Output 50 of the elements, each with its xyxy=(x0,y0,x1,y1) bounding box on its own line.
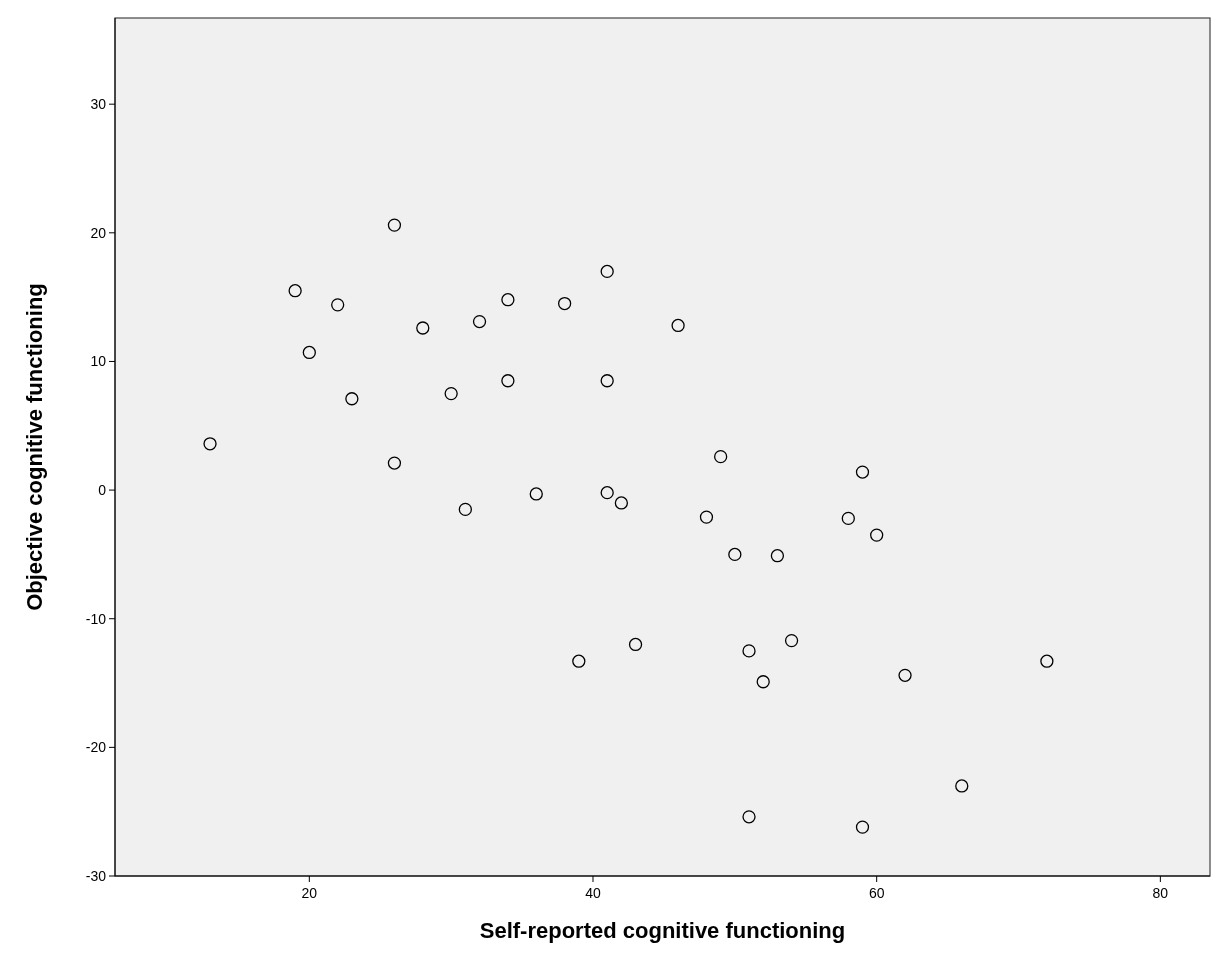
point xyxy=(444,386,458,401)
point xyxy=(955,779,969,793)
point xyxy=(614,496,629,510)
y-tick-label: -10 xyxy=(85,610,107,627)
point xyxy=(784,633,799,648)
point xyxy=(529,487,543,501)
y-tick-label: 20 xyxy=(90,224,107,241)
y-tick-label: 0 xyxy=(98,482,107,499)
y-tick-label: -20 xyxy=(85,739,107,756)
point xyxy=(699,510,714,524)
point xyxy=(728,547,742,562)
y-axis-title: Objective cognitive functioning xyxy=(22,283,47,611)
point xyxy=(714,450,728,464)
point xyxy=(600,374,614,388)
x-tick-label: 60 xyxy=(868,885,885,901)
point xyxy=(458,502,472,517)
point xyxy=(472,314,487,329)
x-axis-title: Self-reported cognitive functioning xyxy=(479,918,846,943)
point xyxy=(572,654,586,668)
y-tick-label: 10 xyxy=(90,353,107,370)
point xyxy=(557,296,572,311)
point xyxy=(770,549,785,563)
y-tick-label: -30 xyxy=(85,868,107,884)
point xyxy=(898,668,912,682)
point xyxy=(1040,654,1054,668)
point xyxy=(345,392,359,406)
point xyxy=(302,345,316,360)
point xyxy=(416,321,430,335)
point xyxy=(331,298,345,312)
point xyxy=(387,456,402,470)
point xyxy=(628,637,643,652)
point xyxy=(870,528,884,542)
point xyxy=(742,644,756,658)
point xyxy=(600,264,614,279)
x-tick-label: 40 xyxy=(585,885,601,901)
point xyxy=(600,486,614,500)
point xyxy=(756,675,770,689)
point xyxy=(855,820,870,834)
point xyxy=(855,465,870,479)
y-tick-label: 30 xyxy=(90,96,107,113)
point xyxy=(387,218,402,232)
point xyxy=(671,318,685,333)
x-tick-label: 20 xyxy=(301,885,318,901)
point xyxy=(288,284,302,298)
point xyxy=(841,511,855,526)
point xyxy=(742,810,756,824)
point xyxy=(203,437,217,451)
x-tick-label: 80 xyxy=(1152,885,1169,901)
point xyxy=(501,374,515,388)
point xyxy=(501,293,515,307)
